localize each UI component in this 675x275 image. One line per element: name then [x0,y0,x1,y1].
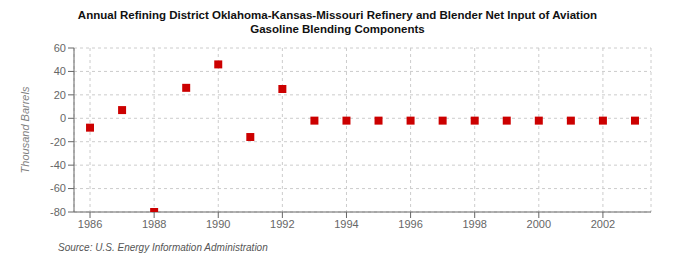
svg-text:1992: 1992 [270,218,294,230]
svg-text:-80: -80 [50,206,66,218]
svg-text:0: 0 [60,112,66,124]
svg-text:1996: 1996 [398,218,422,230]
svg-text:1986: 1986 [78,218,102,230]
svg-text:-60: -60 [50,182,66,194]
svg-text:60: 60 [54,42,66,54]
svg-text:Thousand Barrels: Thousand Barrels [19,86,31,173]
svg-text:-20: -20 [50,136,66,148]
html-text:Annual Refining District Oklah: Annual Refining District Oklahoma-Kansas… [77,9,598,35]
html-text:Source: U.S. Energy Informatio: Source: U.S. Energy Information Administ… [58,242,268,253]
svg-text:40: 40 [54,65,66,77]
svg-text:1998: 1998 [462,218,486,230]
svg-text:1988: 1988 [142,218,166,230]
svg-text:1990: 1990 [206,218,230,230]
svg-text:2002: 2002 [591,218,615,230]
svg-text:20: 20 [54,89,66,101]
svg-text:2000: 2000 [527,218,551,230]
svg-text:-40: -40 [50,159,66,171]
svg-text:1994: 1994 [334,218,358,230]
